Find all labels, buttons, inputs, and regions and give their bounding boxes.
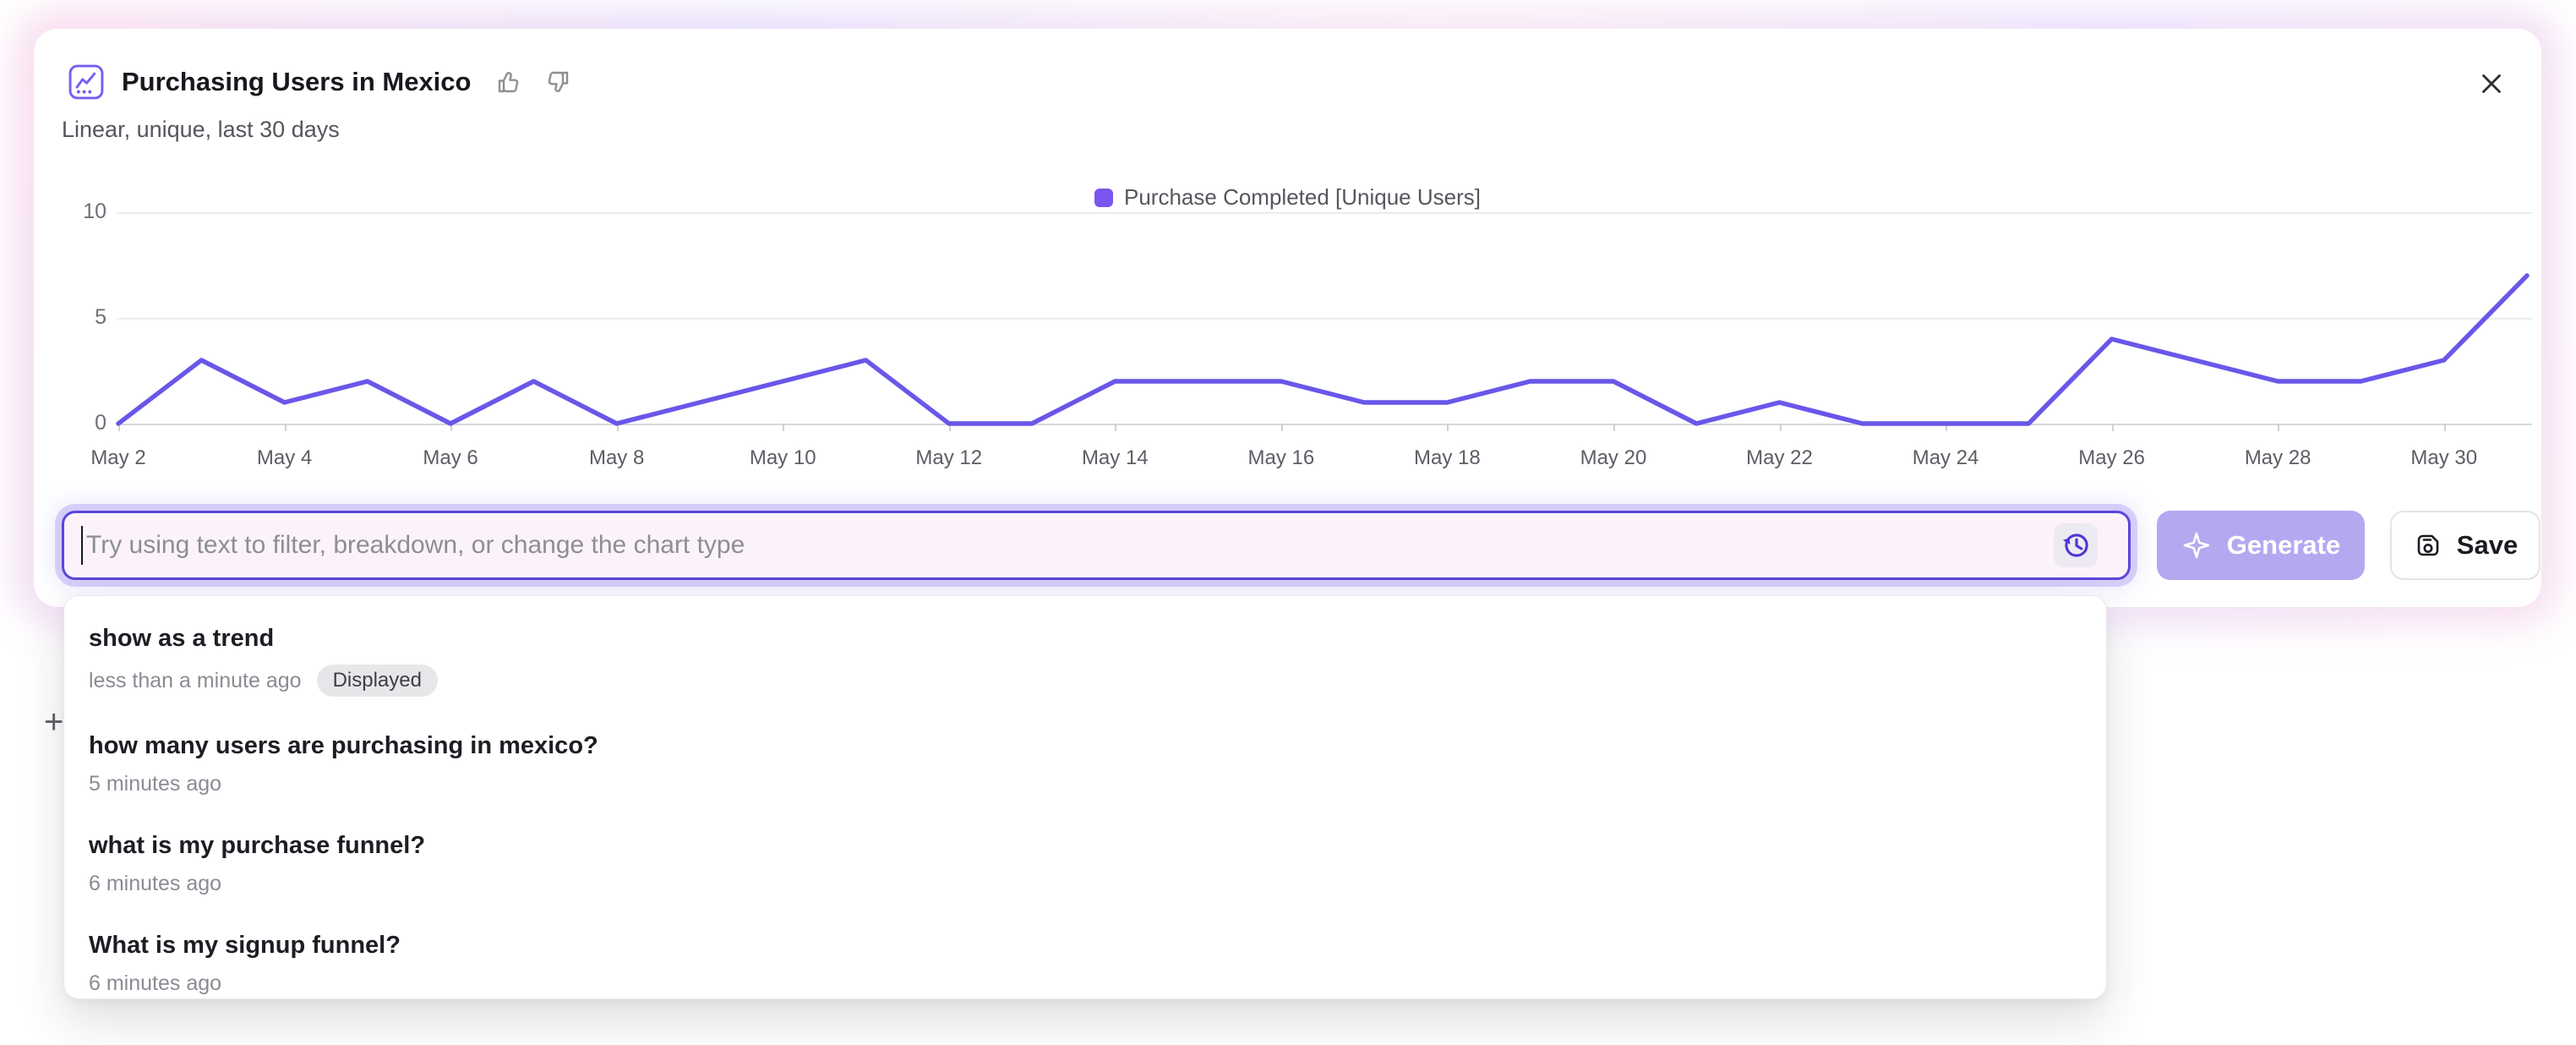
x-axis-tick — [783, 424, 785, 431]
x-axis-tick — [2443, 424, 2446, 431]
sparkle-icon — [2181, 530, 2212, 561]
x-axis-tick-label: May 18 — [1414, 446, 1481, 469]
history-item[interactable]: what is my purchase funnel? 6 minutes ag… — [89, 832, 2081, 896]
x-axis-tick-label: May 30 — [2410, 446, 2478, 469]
x-axis-tick-label: May 28 — [2244, 446, 2311, 469]
thumbs-down-icon — [548, 71, 569, 92]
history-item-time: 5 minutes ago — [89, 772, 222, 796]
generate-label: Generate — [2226, 530, 2341, 560]
history-item-query: What is my signup funnel? — [89, 932, 401, 959]
x-axis-tick-label: May 2 — [90, 446, 146, 469]
x-axis-tick — [284, 424, 287, 431]
x-axis-tick — [2278, 424, 2280, 431]
x-axis-tick — [948, 424, 951, 431]
history-item[interactable]: What is my signup funnel? 6 minutes ago — [89, 932, 2081, 996]
x-axis-tick-label: May 26 — [2078, 446, 2145, 469]
x-axis-tick-label: May 14 — [1081, 446, 1149, 469]
y-axis-tick-label: 10 — [83, 200, 106, 223]
trend-line — [116, 273, 2530, 426]
x-axis-tick-label: May 6 — [423, 446, 478, 469]
thumbs-up-button[interactable] — [494, 67, 525, 97]
x-axis-tick-label: May 20 — [1580, 446, 1647, 469]
text-caret — [81, 526, 83, 565]
gridline — [117, 212, 2532, 214]
close-icon — [2482, 74, 2501, 93]
x-axis-tick-label: May 22 — [1746, 446, 1813, 469]
thumbs-up-icon — [499, 72, 519, 93]
x-axis-tick-label: May 10 — [749, 446, 816, 469]
x-axis-tick — [1613, 424, 1615, 431]
x-axis-tick — [1779, 424, 1782, 431]
history-icon — [2062, 533, 2088, 557]
x-axis-tick — [450, 424, 453, 431]
history-dropdown: show as a trend less than a minute ago D… — [63, 595, 2107, 999]
gridline — [117, 424, 2532, 425]
y-axis-tick-label: 5 — [95, 305, 106, 329]
history-item-time: 6 minutes ago — [89, 971, 222, 995]
x-axis-tick-label: May 8 — [588, 446, 645, 469]
y-axis-tick-label: 0 — [95, 411, 106, 435]
x-axis-tick — [2111, 424, 2114, 431]
save-icon — [2413, 530, 2443, 561]
insight-card: Purchasing Users in Mexico — [14, 8, 2562, 627]
x-axis-tick — [1447, 424, 1449, 431]
history-item-time: 6 minutes ago — [89, 872, 222, 895]
close-button[interactable] — [2477, 69, 2506, 98]
generate-button[interactable]: Generate — [2157, 511, 2365, 580]
x-axis-tick-label: May 16 — [1247, 446, 1315, 469]
save-button[interactable]: Save — [2390, 511, 2541, 580]
history-item-query: what is my purchase funnel? — [89, 832, 426, 859]
legend-swatch — [1094, 188, 1113, 207]
card-header: Purchasing Users in Mexico — [68, 63, 572, 101]
history-item[interactable]: how many users are purchasing in mexico?… — [89, 732, 2081, 796]
card-subtitle: Linear, unique, last 30 days — [62, 117, 340, 142]
x-axis-tick-label: May 12 — [915, 446, 983, 469]
x-axis-tick-label: May 24 — [1912, 446, 1979, 469]
x-axis-tick — [1280, 424, 1283, 431]
gridline — [117, 318, 2532, 320]
history-item-query: show as a trend — [89, 625, 275, 652]
card-surface: Purchasing Users in Mexico — [34, 29, 2541, 607]
x-axis-tick — [118, 424, 120, 431]
history-item-query: how many users are purchasing in mexico? — [89, 732, 598, 759]
thumbs-down-button[interactable] — [542, 67, 572, 97]
card-title: Purchasing Users in Mexico — [122, 67, 472, 96]
displayed-badge: Displayed — [316, 665, 438, 697]
chart: Purchase Completed [Unique Users] 0 5 10 Ma… — [34, 164, 2541, 519]
x-axis-tick — [616, 424, 619, 431]
history-button[interactable] — [2054, 523, 2098, 567]
background-plus-glyph: + — [44, 703, 64, 741]
x-axis-tick-label: May 4 — [256, 446, 313, 469]
prompt-input[interactable] — [62, 511, 2131, 580]
legend-label: Purchase Completed [Unique Users] — [1124, 184, 1481, 210]
history-item[interactable]: show as a trend less than a minute ago D… — [89, 625, 2081, 697]
x-axis-tick — [1946, 424, 1948, 431]
line-chart-icon — [68, 63, 105, 101]
x-axis-tick — [1115, 424, 1117, 431]
history-item-time: less than a minute ago — [89, 668, 302, 692]
legend-item[interactable]: Purchase Completed [Unique Users] — [34, 184, 2541, 211]
save-label: Save — [2456, 530, 2519, 560]
